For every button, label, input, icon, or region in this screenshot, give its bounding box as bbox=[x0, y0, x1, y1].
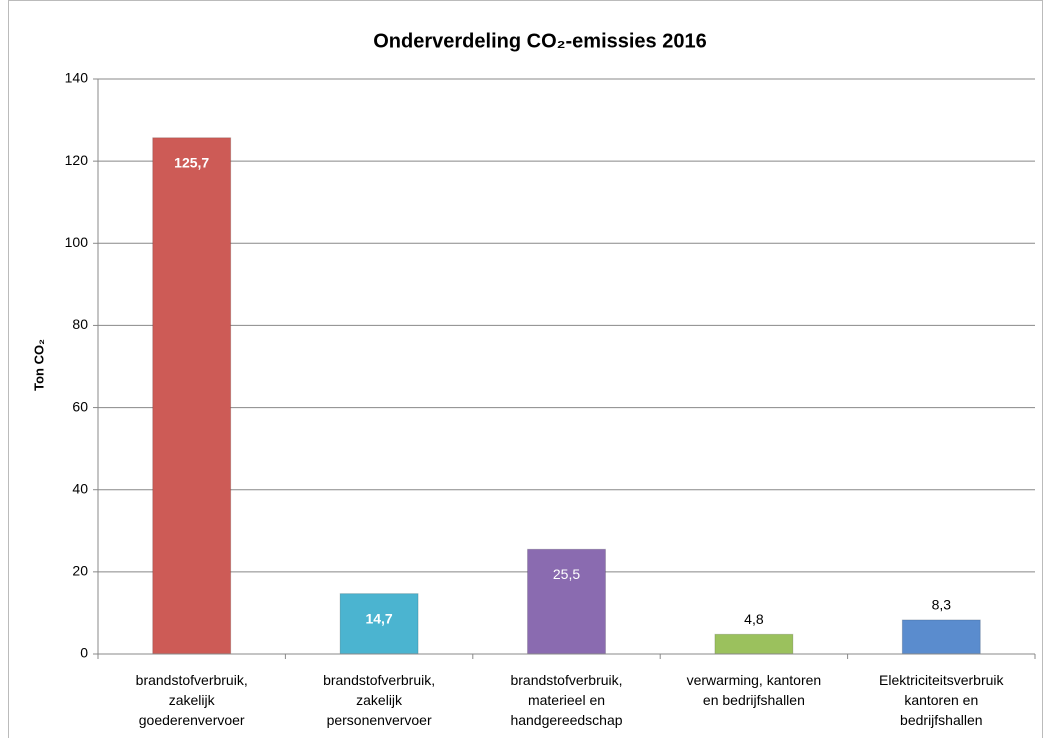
y-tick-label: 100 bbox=[65, 234, 89, 250]
y-tick-label: 40 bbox=[72, 480, 88, 496]
y-axis-label: Ton CO₂ bbox=[31, 339, 46, 391]
y-tick-label: 60 bbox=[72, 398, 88, 414]
x-tick-label: brandstofverbruik, zakelijk personenverv… bbox=[323, 672, 436, 728]
bar bbox=[714, 633, 794, 655]
data-label: 8,3 bbox=[932, 597, 952, 613]
data-label: 125,7 bbox=[174, 154, 209, 170]
data-label: 4,8 bbox=[744, 611, 764, 627]
y-tick-label: 120 bbox=[65, 152, 89, 168]
y-tick-label: 140 bbox=[65, 70, 89, 86]
x-tick-label: verwarming, kantoren en bedrijfshallen bbox=[686, 672, 822, 708]
data-label: 25,5 bbox=[553, 566, 580, 582]
x-tick-label: brandstofverbruik, materieel en handgere… bbox=[510, 672, 623, 728]
chart-title: Onderverdeling CO₂-emissies 2016 bbox=[373, 30, 706, 52]
bar bbox=[152, 137, 232, 655]
y-tick-label: 0 bbox=[80, 645, 88, 661]
bar bbox=[339, 593, 419, 655]
x-tick-label: brandstofverbruik, zakelijk goederenverv… bbox=[135, 672, 248, 728]
data-label: 14,7 bbox=[365, 610, 392, 626]
bar bbox=[527, 548, 606, 655]
y-tick-label: 80 bbox=[72, 316, 88, 332]
x-tick-label: Elektriciteitsverbruik kantoren en bedri… bbox=[879, 672, 1004, 728]
y-tick-label: 20 bbox=[72, 563, 88, 579]
bar bbox=[901, 619, 981, 655]
